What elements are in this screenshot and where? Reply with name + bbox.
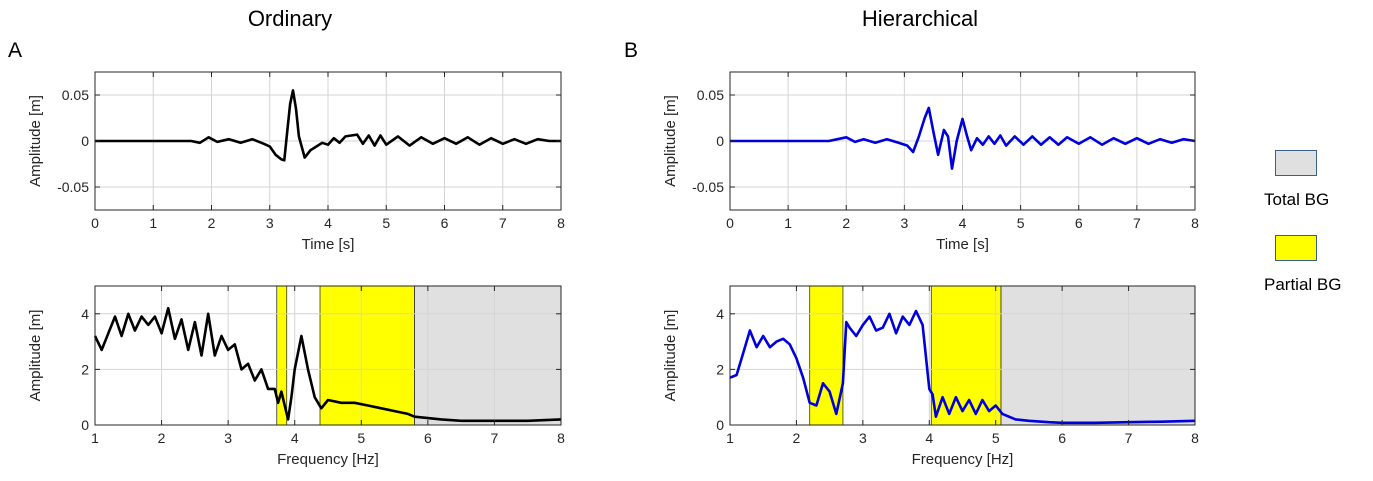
x-tick-label: 1 — [149, 215, 157, 231]
legend-total-bg-label: Total BG — [1264, 190, 1330, 209]
x-tick-label: 6 — [424, 430, 432, 446]
x-axis-label: Frequency [Hz] — [277, 451, 379, 468]
x-tick-label: 4 — [925, 430, 933, 446]
legend-partial-bg-swatch — [1275, 235, 1317, 261]
title-ordinary: Ordinary — [247, 6, 333, 31]
x-tick-label: 5 — [357, 430, 365, 446]
chart-hierarchical-freq: 1 2 3 4 5 6 7 8 0 2 4 Frequency [Hz] Amplitude [m] — [662, 285, 1199, 468]
x-tick-label: 5 — [382, 215, 390, 231]
x-tick-label: 0 — [726, 215, 734, 231]
x-tick-label: 1 — [784, 215, 792, 231]
legend-partial-bg-label: Partial BG — [1264, 275, 1342, 294]
x-tick-label: 4 — [324, 215, 332, 231]
x-tick-label: 4 — [291, 430, 299, 446]
x-tick-label: 0 — [91, 215, 99, 231]
y-tick-label: 0.05 — [62, 87, 89, 103]
x-axis-label: Frequency [Hz] — [912, 451, 1014, 468]
y-axis-label: Amplitude [m] — [662, 95, 679, 187]
y-axis-label: Amplitude [m] — [27, 310, 44, 402]
chart-ordinary-time: 0 1 2 3 4 5 6 7 8 -0.05 0 0.05 Time [s] Amplitude [m] — [27, 71, 565, 253]
x-tick-label: 7 — [499, 215, 507, 231]
series-line-0 — [729, 309, 1196, 425]
y-tick-label: 0 — [81, 133, 89, 149]
total-bg-band-2 — [414, 285, 562, 426]
axes-box — [729, 285, 1196, 426]
y-tick-label: -0.05 — [692, 179, 724, 195]
y-tick-label: 4 — [81, 306, 89, 322]
x-tick-label: 6 — [441, 215, 449, 231]
x-tick-label: 4 — [959, 215, 967, 231]
x-tick-label: 8 — [1191, 215, 1199, 231]
chart-ordinary-freq: 1 2 3 4 5 6 7 8 0 2 4 Frequency [Hz] Amplitude [m] — [27, 285, 565, 468]
y-tick-label: 0 — [81, 417, 89, 433]
legend-total-bg-swatch — [1275, 150, 1317, 176]
series-line-0 — [93, 306, 562, 423]
y-tick-label: 0 — [716, 417, 724, 433]
y-tick-label: 0.05 — [697, 87, 724, 103]
x-tick-label: 1 — [726, 430, 734, 446]
panel-label-a: A — [8, 39, 23, 62]
x-tick-label: 6 — [1058, 430, 1066, 446]
x-axis-label: Time [s] — [936, 236, 989, 253]
y-axis-label: Amplitude [m] — [662, 310, 679, 402]
chart-hierarchical-time: 0 1 2 3 4 5 6 7 8 -0.05 0 0.05 Time [s] Amplitude [m] — [662, 71, 1199, 253]
y-tick-label: 2 — [81, 361, 89, 377]
x-axis-label: Time [s] — [302, 236, 355, 253]
series-line-0 — [95, 89, 561, 162]
x-tick-label: 7 — [1125, 430, 1133, 446]
x-tick-label: 2 — [842, 215, 850, 231]
total-bg-band-2 — [1000, 285, 1196, 426]
x-tick-label: 5 — [992, 430, 1000, 446]
x-tick-label: 7 — [491, 430, 499, 446]
series-line-0 — [730, 106, 1196, 170]
x-tick-label: 2 — [208, 215, 216, 231]
x-tick-label: 8 — [557, 215, 565, 231]
x-tick-label: 2 — [158, 430, 166, 446]
x-tick-label: 1 — [91, 430, 99, 446]
y-tick-label: 0 — [716, 133, 724, 149]
y-axis-label: Amplitude [m] — [27, 95, 44, 187]
x-tick-label: 8 — [557, 430, 565, 446]
title-hierarchical: Hierarchical — [861, 6, 979, 31]
y-tick-label: 4 — [716, 306, 724, 322]
y-tick-label: -0.05 — [57, 179, 89, 195]
x-tick-label: 3 — [224, 430, 232, 446]
x-tick-label: 3 — [266, 215, 274, 231]
x-tick-label: 7 — [1133, 215, 1141, 231]
x-tick-label: 6 — [1075, 215, 1083, 231]
x-tick-label: 3 — [900, 215, 908, 231]
panel-label-b: B — [624, 39, 639, 62]
y-tick-label: 2 — [716, 361, 724, 377]
x-tick-label: 3 — [859, 430, 867, 446]
x-tick-label: 8 — [1191, 430, 1199, 446]
x-tick-label: 5 — [1017, 215, 1025, 231]
x-tick-label: 2 — [793, 430, 801, 446]
axes-box — [94, 285, 562, 426]
